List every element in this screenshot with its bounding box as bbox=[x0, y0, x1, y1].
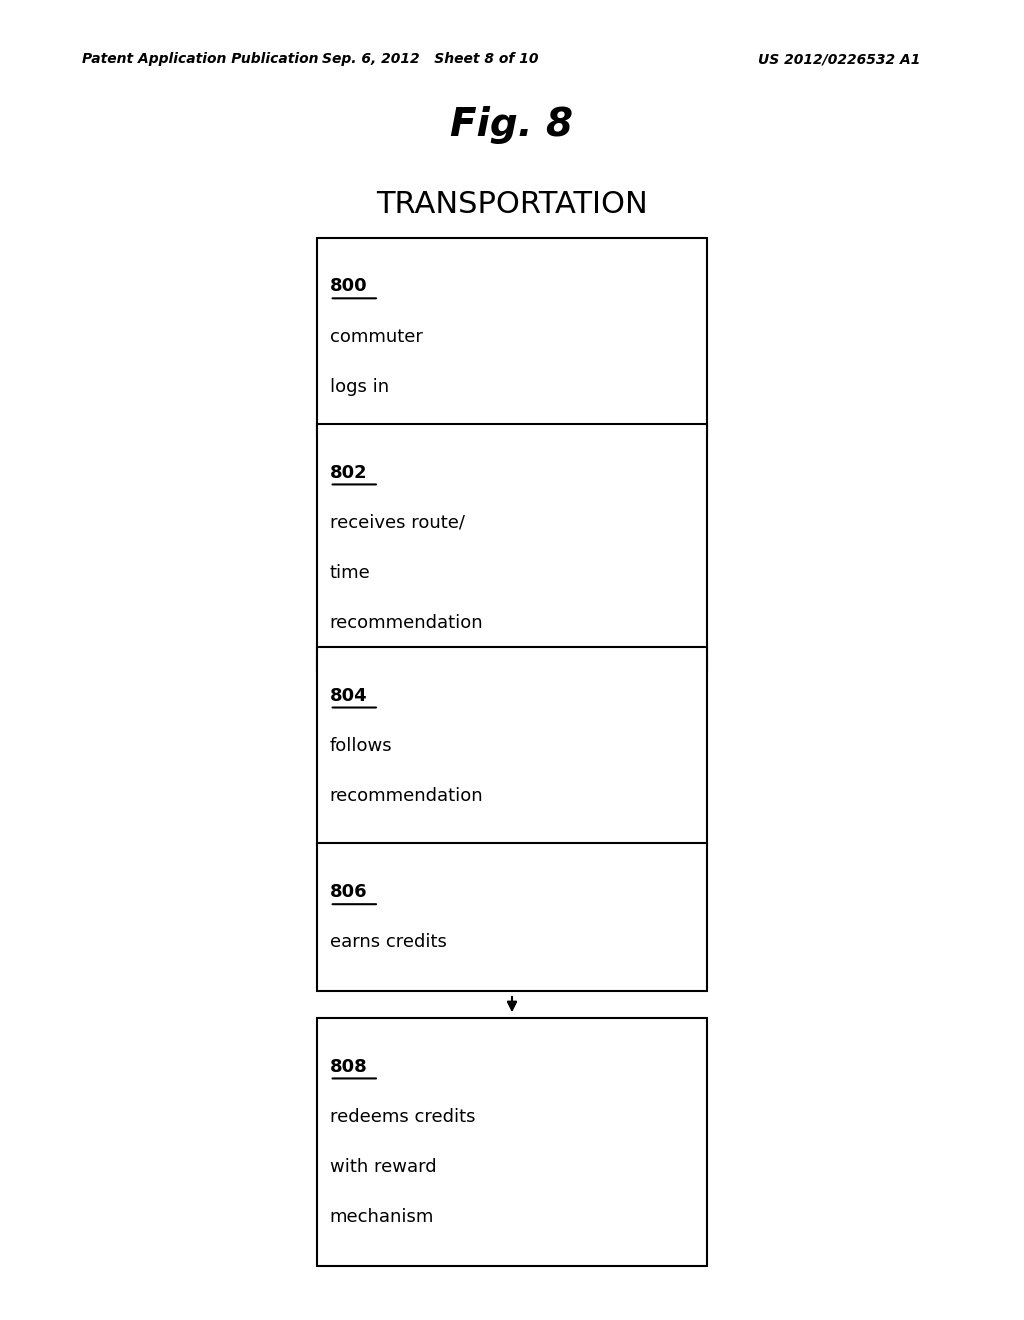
Text: 800: 800 bbox=[330, 277, 368, 296]
Text: Sep. 6, 2012   Sheet 8 of 10: Sep. 6, 2012 Sheet 8 of 10 bbox=[322, 53, 539, 66]
FancyBboxPatch shape bbox=[317, 1018, 707, 1266]
Text: follows: follows bbox=[330, 737, 392, 755]
Text: 804: 804 bbox=[330, 686, 368, 705]
FancyBboxPatch shape bbox=[317, 843, 707, 991]
Text: recommendation: recommendation bbox=[330, 614, 483, 632]
Text: redeems credits: redeems credits bbox=[330, 1107, 475, 1126]
FancyBboxPatch shape bbox=[317, 647, 707, 845]
Text: 806: 806 bbox=[330, 883, 368, 902]
Text: earns credits: earns credits bbox=[330, 933, 446, 952]
FancyBboxPatch shape bbox=[317, 424, 707, 672]
Text: with reward: with reward bbox=[330, 1158, 436, 1176]
Text: Fig. 8: Fig. 8 bbox=[451, 107, 573, 144]
Text: US 2012/0226532 A1: US 2012/0226532 A1 bbox=[759, 53, 921, 66]
Text: receives route/: receives route/ bbox=[330, 513, 465, 532]
Text: mechanism: mechanism bbox=[330, 1208, 434, 1226]
Text: 808: 808 bbox=[330, 1057, 368, 1076]
Text: 802: 802 bbox=[330, 463, 368, 482]
Text: recommendation: recommendation bbox=[330, 787, 483, 805]
Text: logs in: logs in bbox=[330, 378, 389, 396]
Text: time: time bbox=[330, 564, 371, 582]
FancyBboxPatch shape bbox=[317, 238, 707, 436]
Text: commuter: commuter bbox=[330, 327, 423, 346]
Text: TRANSPORTATION: TRANSPORTATION bbox=[376, 190, 648, 219]
Text: Patent Application Publication: Patent Application Publication bbox=[82, 53, 318, 66]
